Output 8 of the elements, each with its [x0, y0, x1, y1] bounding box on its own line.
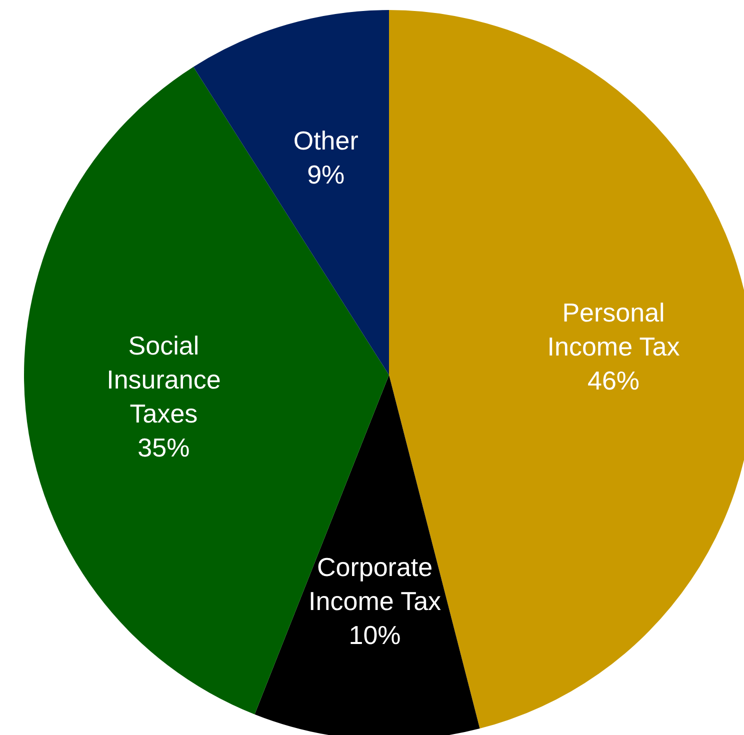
data-label: 46%	[587, 366, 640, 396]
data-label: 35%	[138, 432, 190, 462]
slice-label: Personal Income Tax	[547, 298, 680, 362]
slice-label: Social Insurance Taxes	[106, 330, 221, 428]
data-label: 9%	[307, 160, 345, 190]
slice-label: Other	[293, 126, 359, 156]
slice-label: Corporate Income Tax	[308, 552, 442, 616]
data-label: 10%	[348, 620, 401, 650]
